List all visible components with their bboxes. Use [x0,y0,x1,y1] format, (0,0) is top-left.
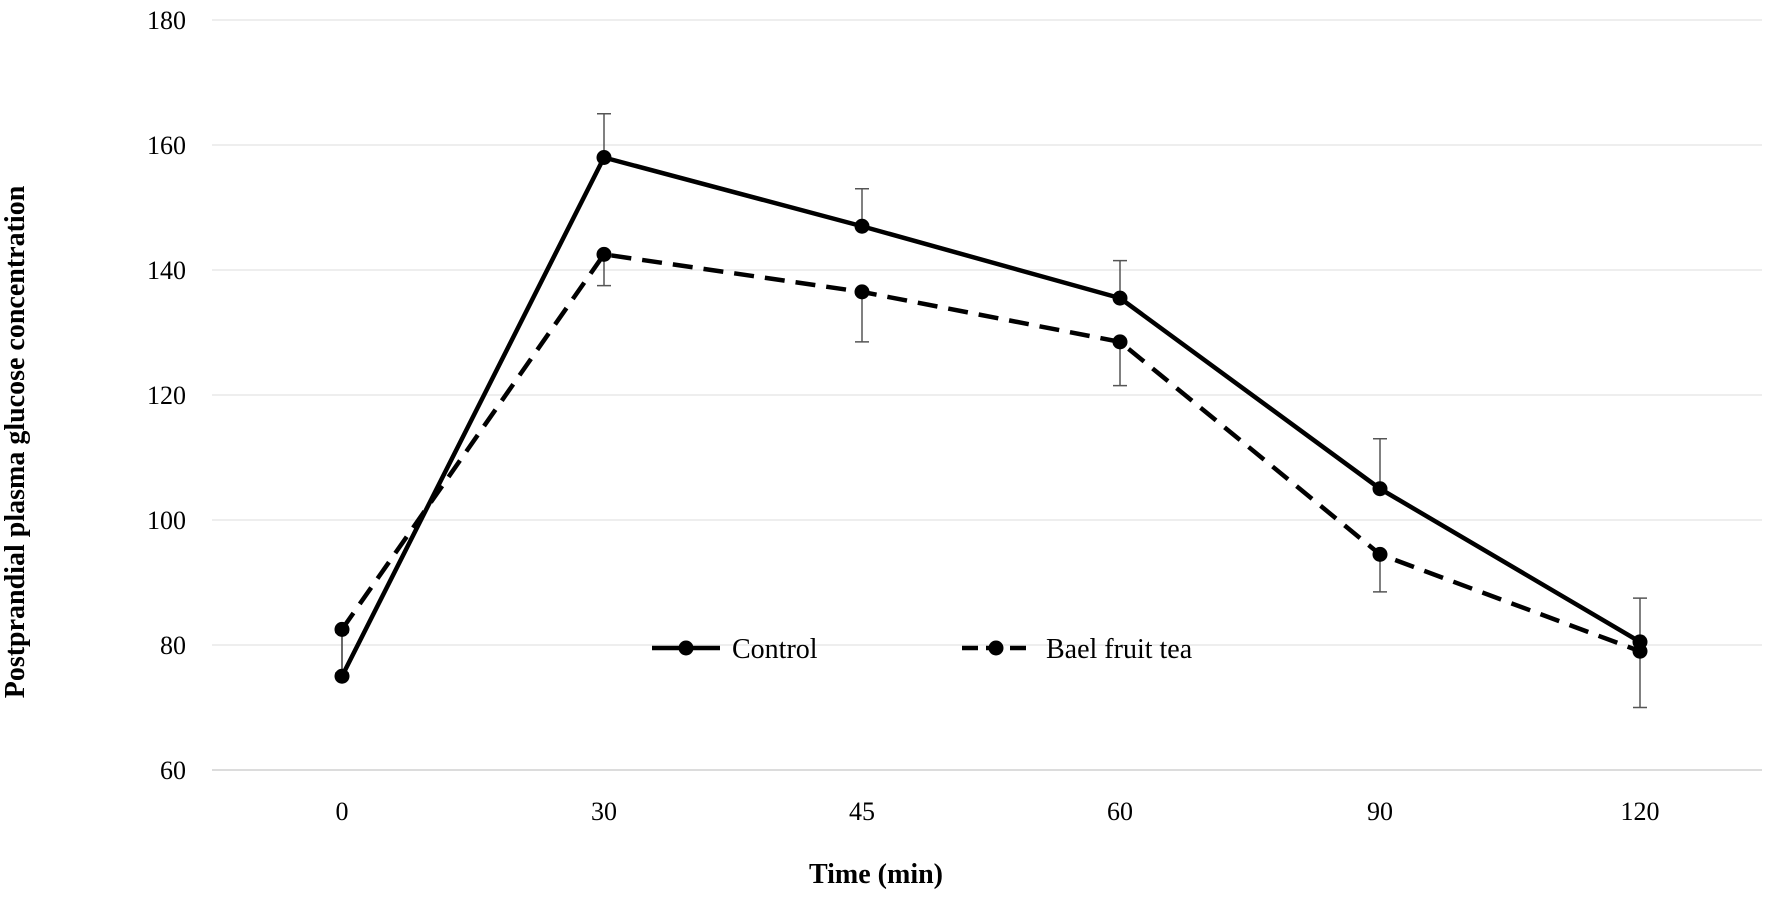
x-tick-label: 60 [1107,797,1133,826]
series-lines [339,155,1642,678]
data-point [596,246,612,262]
legend: Control Bael fruit tea [652,634,1193,665]
error-bars [335,113,1647,709]
data-point [854,284,870,300]
data-point [334,621,350,637]
x-tick-label: 120 [1621,797,1660,826]
x-tick-labels: 0 30 45 60 90 120 [336,797,1660,826]
data-point [596,150,612,165]
y-tick-label: 140 [147,256,186,285]
gridlines [212,19,1762,771]
y-tick-label: 160 [147,131,186,160]
data-point [1112,290,1128,306]
x-tick-label: 90 [1367,797,1393,826]
y-axis-title: Postprandial plasma glucose concentratio… [0,185,31,698]
data-point [1372,481,1388,497]
legend-marker [988,640,1004,656]
data-point [334,668,350,684]
y-tick-label: 180 [147,6,186,35]
x-axis-title: Time (min) [809,859,943,890]
y-tick-label: 120 [147,381,186,410]
x-tick-label: 0 [336,797,349,826]
legend-label: Bael fruit tea [1046,634,1193,665]
data-points [334,150,1648,684]
data-point [1112,334,1128,350]
y-tick-labels: 60 80 100 120 140 160 180 [147,6,186,785]
data-point [1372,546,1388,562]
legend-marker [678,640,694,656]
y-tick-label: 60 [160,756,186,785]
data-point [854,218,870,234]
data-point [1632,643,1648,659]
x-tick-label: 30 [591,797,617,826]
x-tick-label: 45 [849,797,875,826]
series-line [340,252,1641,654]
series-line [339,155,1642,678]
y-tick-label: 80 [160,631,186,660]
y-tick-label: 100 [147,506,186,535]
legend-label: Control [732,634,818,665]
